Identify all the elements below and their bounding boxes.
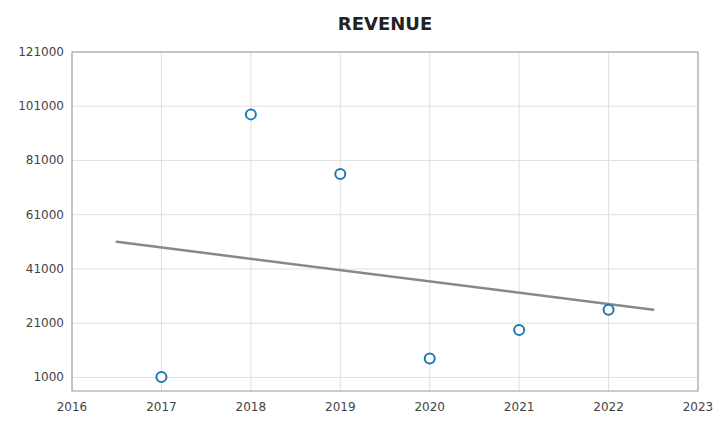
axes: 1000 21000 41000 61000 81000 101000 121000 2016… (18, 45, 713, 414)
point (335, 169, 345, 179)
trend-line (117, 242, 654, 310)
grid-line (519, 52, 520, 391)
grid-line (72, 268, 698, 269)
grid-line (72, 214, 698, 215)
chart-container: REVENUE 1000 21000 41000 61000 81000 101000 121… (0, 0, 722, 433)
grid-line (72, 160, 698, 161)
grid-line (250, 52, 251, 391)
plot-frame (72, 52, 698, 391)
tick-label: 2022 (593, 400, 624, 414)
tick-label: 2017 (146, 400, 177, 414)
point (246, 109, 256, 119)
grid-line (340, 52, 341, 391)
point (156, 372, 166, 382)
point (514, 325, 524, 335)
tick-label: 101000 (18, 99, 64, 113)
chart: REVENUE 1000 21000 41000 61000 81000 101000 121… (0, 0, 722, 433)
grid-line (161, 52, 162, 391)
tick-label: 2016 (57, 400, 88, 414)
grid-line (608, 52, 609, 391)
plot-area (117, 109, 654, 382)
tick-label: 1000 (33, 370, 64, 384)
grid-line (72, 323, 698, 324)
tick-label: 41000 (26, 262, 64, 276)
tick-label: 2020 (414, 400, 445, 414)
tick-label: 121000 (18, 45, 64, 59)
grid-line (429, 52, 430, 391)
tick-label: 2023 (683, 400, 714, 414)
tick-label: 21000 (26, 316, 64, 330)
tick-label: 61000 (26, 208, 64, 222)
grid (72, 52, 698, 391)
point (425, 353, 435, 363)
tick-label: 81000 (26, 153, 64, 167)
title: REVENUE (338, 13, 432, 34)
tick-label: 2021 (504, 400, 535, 414)
tick-label: 2019 (325, 400, 356, 414)
grid-line (72, 106, 698, 107)
tick-label: 2018 (236, 400, 267, 414)
point (604, 305, 614, 315)
